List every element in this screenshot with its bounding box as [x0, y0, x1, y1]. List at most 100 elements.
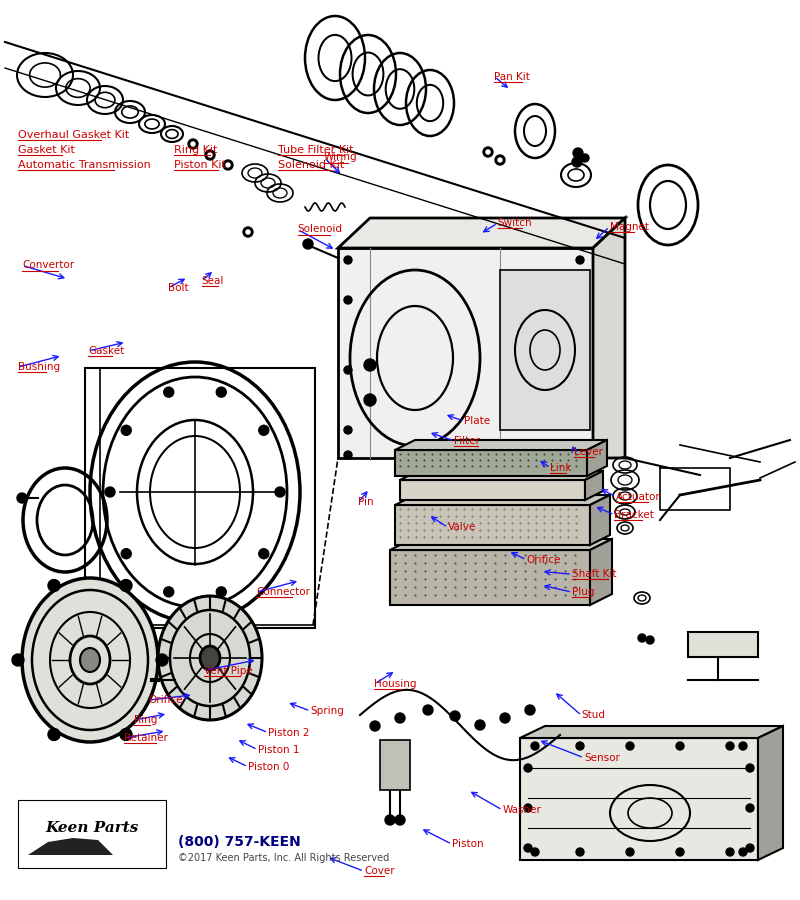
- Bar: [688, 632, 758, 657]
- Circle shape: [746, 764, 754, 772]
- Bar: [338, 248, 593, 458]
- Circle shape: [525, 705, 535, 715]
- Text: Orifice: Orifice: [148, 695, 182, 706]
- Bar: [500, 270, 590, 430]
- Circle shape: [208, 153, 212, 157]
- Text: Sensor: Sensor: [584, 752, 620, 763]
- Polygon shape: [593, 218, 625, 458]
- Text: Keen Parts: Keen Parts: [46, 821, 138, 835]
- Circle shape: [48, 580, 60, 591]
- Polygon shape: [587, 440, 607, 476]
- Circle shape: [576, 848, 584, 856]
- Circle shape: [524, 764, 532, 772]
- Text: Bolt: Bolt: [168, 283, 189, 293]
- Circle shape: [524, 844, 532, 852]
- Ellipse shape: [22, 578, 158, 742]
- Circle shape: [156, 654, 168, 666]
- Text: Magnet: Magnet: [610, 221, 649, 232]
- Text: Stud: Stud: [582, 710, 606, 721]
- Text: Bracket: Bracket: [614, 509, 654, 520]
- Circle shape: [495, 155, 505, 165]
- Bar: [18, 800, 166, 868]
- Text: Piston 1: Piston 1: [258, 744, 299, 755]
- Text: Shaft Kit: Shaft Kit: [572, 569, 617, 580]
- Text: Pin: Pin: [358, 497, 374, 508]
- Text: Plate: Plate: [464, 416, 490, 427]
- Circle shape: [105, 487, 115, 497]
- Circle shape: [164, 587, 174, 597]
- Circle shape: [638, 634, 646, 642]
- Circle shape: [423, 705, 433, 715]
- Circle shape: [246, 230, 250, 234]
- Circle shape: [436, 451, 444, 459]
- Circle shape: [370, 721, 380, 731]
- Polygon shape: [395, 495, 610, 505]
- Ellipse shape: [158, 596, 262, 720]
- Circle shape: [726, 742, 734, 750]
- Bar: [400, 480, 585, 500]
- Circle shape: [576, 451, 584, 459]
- Text: Overhaul Gasket Kit: Overhaul Gasket Kit: [18, 130, 129, 140]
- Circle shape: [48, 728, 60, 741]
- Circle shape: [344, 366, 352, 374]
- Circle shape: [223, 160, 233, 170]
- Circle shape: [576, 256, 584, 264]
- Circle shape: [17, 493, 27, 503]
- Circle shape: [344, 426, 352, 434]
- Text: (800) 757-KEEN: (800) 757-KEEN: [178, 835, 301, 849]
- Text: Washer: Washer: [502, 805, 542, 815]
- Text: Link: Link: [550, 463, 572, 473]
- Text: Housing: Housing: [374, 679, 417, 689]
- Polygon shape: [338, 218, 625, 248]
- Circle shape: [205, 150, 215, 160]
- Polygon shape: [28, 838, 113, 855]
- Circle shape: [395, 815, 405, 825]
- Text: Cover: Cover: [364, 866, 394, 877]
- Text: Plug: Plug: [572, 587, 594, 598]
- Circle shape: [646, 636, 654, 644]
- Circle shape: [188, 139, 198, 149]
- Text: Ring: Ring: [134, 715, 158, 725]
- Circle shape: [746, 844, 754, 852]
- Circle shape: [122, 549, 131, 559]
- Circle shape: [526, 451, 534, 459]
- Text: Vent Pipe: Vent Pipe: [204, 665, 253, 676]
- Circle shape: [164, 387, 174, 397]
- Circle shape: [385, 815, 395, 825]
- Circle shape: [344, 256, 352, 264]
- Text: Solenoid Kit: Solenoid Kit: [278, 159, 345, 170]
- Bar: [380, 740, 410, 790]
- Circle shape: [746, 804, 754, 812]
- Ellipse shape: [80, 648, 100, 672]
- Ellipse shape: [200, 646, 220, 670]
- Text: Gasket: Gasket: [88, 346, 124, 356]
- Circle shape: [303, 239, 313, 249]
- Circle shape: [226, 163, 230, 167]
- Circle shape: [475, 720, 485, 730]
- Circle shape: [676, 848, 684, 856]
- Text: Connector: Connector: [256, 587, 310, 598]
- Circle shape: [739, 742, 747, 750]
- Polygon shape: [758, 726, 783, 860]
- Circle shape: [676, 742, 684, 750]
- Text: Piston 2: Piston 2: [268, 727, 310, 738]
- Circle shape: [576, 742, 584, 750]
- Circle shape: [258, 549, 269, 559]
- Circle shape: [572, 157, 582, 167]
- Circle shape: [531, 742, 539, 750]
- Polygon shape: [585, 471, 603, 500]
- Circle shape: [726, 848, 734, 856]
- Circle shape: [486, 150, 490, 154]
- Text: Pan Kit: Pan Kit: [494, 71, 530, 82]
- Circle shape: [450, 711, 460, 721]
- Circle shape: [12, 654, 24, 666]
- Text: Tube Filter Kit: Tube Filter Kit: [278, 145, 354, 156]
- Circle shape: [216, 587, 226, 597]
- Text: Actuator: Actuator: [616, 491, 661, 502]
- Circle shape: [243, 227, 253, 237]
- Text: Lever: Lever: [574, 446, 603, 457]
- Circle shape: [344, 451, 352, 459]
- Polygon shape: [590, 539, 612, 605]
- Text: Automatic Transmission: Automatic Transmission: [18, 159, 150, 170]
- Circle shape: [191, 142, 195, 146]
